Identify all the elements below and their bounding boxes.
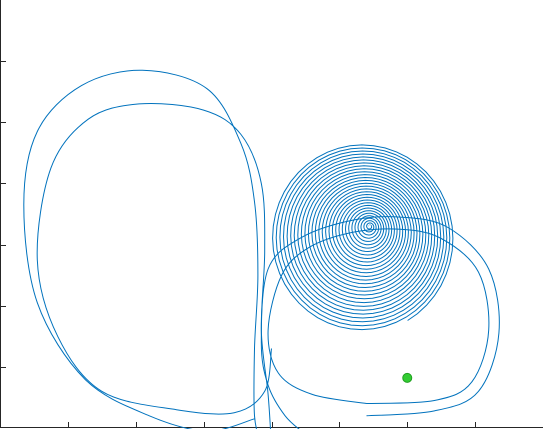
start-point-marker bbox=[402, 372, 413, 383]
spiral-trajectory bbox=[272, 144, 454, 331]
trajectory-loop bbox=[260, 216, 500, 429]
equilibrium-point-marker bbox=[368, 225, 372, 228]
trajectory-loop bbox=[36, 102, 272, 429]
outer-loops bbox=[23, 69, 500, 429]
trajectory-loop bbox=[267, 228, 490, 404]
spiral-path bbox=[272, 144, 454, 331]
markers bbox=[368, 225, 413, 383]
trajectory-loop bbox=[23, 69, 259, 429]
